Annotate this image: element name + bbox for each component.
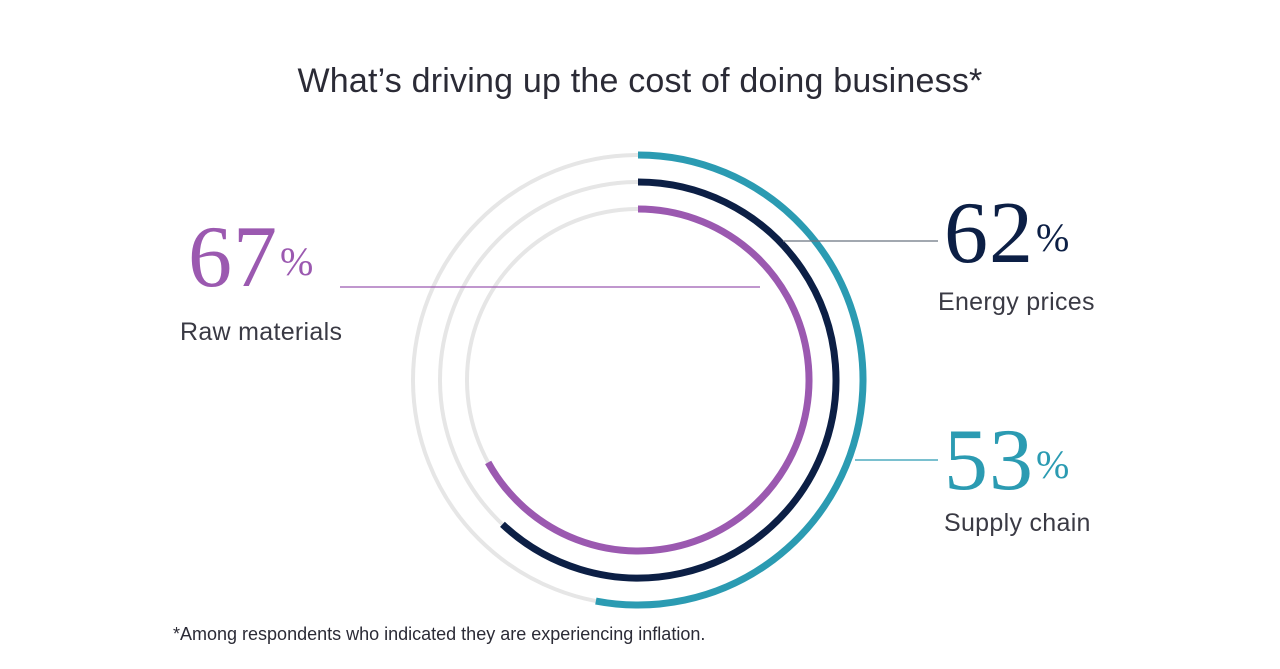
energy-prices-value: 62% [944,190,1070,278]
supply-chain-label: Supply chain [944,509,1091,537]
raw-materials-label: Raw materials [180,318,343,346]
raw-materials-number: 67 [188,209,278,306]
energy-prices-percent-sign: % [1036,215,1071,260]
supply-chain-arc [595,151,867,609]
supply-chain-value: 53% [944,417,1070,505]
raw-materials-percent-sign: % [280,239,315,284]
footnote: *Among respondents who indicated they ar… [173,624,706,644]
raw-materials-value: 67% [188,214,314,302]
energy-prices-arc [500,178,840,582]
ring-arcs [485,151,867,609]
leader-lines [340,240,938,461]
energy-prices-number: 62 [944,185,1034,282]
chart-title: What’s driving up the cost of doing busi… [297,62,983,100]
raw-materials-arc [485,205,813,555]
supply-chain-percent-sign: % [1036,442,1071,487]
energy-prices-label: Energy prices [938,288,1095,316]
supply-chain-number: 53 [944,412,1034,509]
